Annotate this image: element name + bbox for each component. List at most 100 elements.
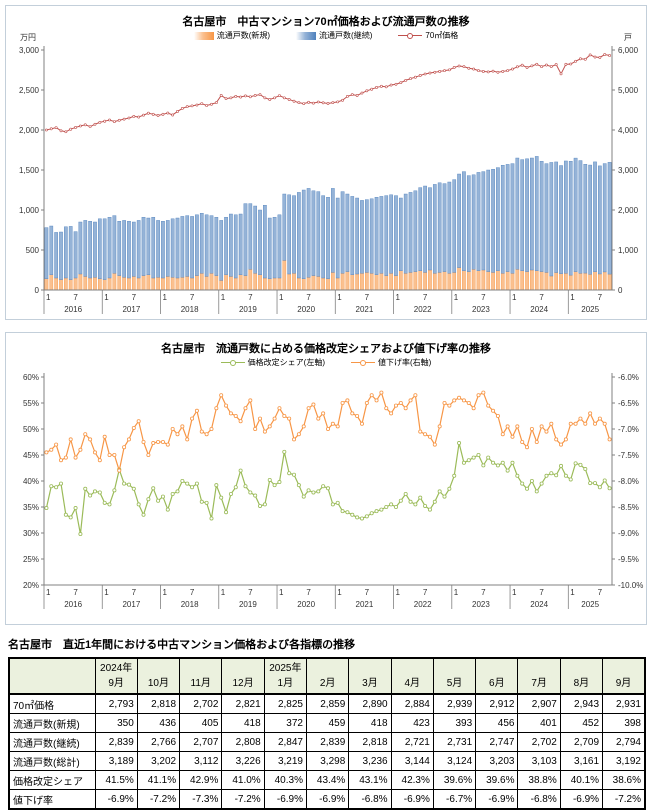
table-cell: 459: [305, 713, 350, 733]
price-line-swatch-icon: [398, 32, 423, 40]
svg-text:55%: 55%: [23, 399, 39, 408]
table-header-cell: 2月: [305, 657, 350, 695]
svg-text:3,000: 3,000: [19, 46, 40, 55]
svg-text:2019: 2019: [239, 600, 257, 609]
row-label: 流通戸数(総計): [8, 751, 96, 771]
svg-text:1: 1: [163, 588, 168, 597]
svg-text:1: 1: [104, 588, 109, 597]
table-corner-cell: [8, 657, 96, 695]
table-row: 70㎡価格 2,793 2,818 2,702 2,821 2,825 2,859 2,890…: [8, 693, 646, 714]
legend-item-discount-rate: 値下げ率(右軸): [351, 357, 431, 368]
svg-text:2020: 2020: [297, 305, 315, 314]
table-cell: -6.9%: [559, 789, 604, 810]
table-cell: 3,189: [94, 751, 138, 771]
summary-table: 2024年 9月 10月 11月 12月 2025年 1月 2月 3月 4月 5月 6月 7月 8月 9月 …: [8, 657, 646, 810]
table-cell: 2,890: [348, 693, 392, 714]
table-cell: 2,794: [602, 732, 646, 752]
reprice-share-markers: [44, 441, 612, 537]
share-discount-chart-panel: 名古屋市 流通戸数に占める価格改定シェアおよび値下げ率の推移 価格改定シェア(左…: [5, 332, 647, 625]
table-cell: 3,124: [432, 751, 477, 771]
table-cell: 41.1%: [136, 770, 181, 790]
table-header-cell: 11月: [179, 657, 223, 695]
table-cell: -6.8%: [348, 789, 392, 810]
table-cell: 3,236: [348, 751, 392, 771]
reprice-share-swatch-icon: [220, 359, 245, 367]
svg-text:-9.0%: -9.0%: [618, 529, 639, 538]
stacked-bars-layer: [44, 156, 612, 291]
svg-text:2017: 2017: [122, 305, 140, 314]
svg-text:7: 7: [190, 293, 195, 302]
svg-text:1: 1: [279, 293, 284, 302]
table-row: 流通戸数(総計) 3,189 3,202 3,112 3,226 3,219 3,298 3,…: [8, 751, 646, 771]
price-volume-chart: 3,000 2,500 2,000 1,500 1,000 500 0 6,000 5,000 4…: [19, 46, 639, 314]
continuing-listings-swatch-icon: [296, 31, 317, 40]
table-cell: 2,931: [602, 693, 646, 714]
legend-label: 価格改定シェア(左軸): [247, 358, 325, 367]
svg-text:2021: 2021: [356, 305, 374, 314]
svg-text:7: 7: [132, 588, 137, 597]
legend-label: 流通戸数(新規): [216, 31, 271, 40]
svg-text:1: 1: [454, 293, 459, 302]
table-cell: 42.9%: [179, 770, 223, 790]
svg-text:7: 7: [481, 588, 486, 597]
table-cell: 2,939: [432, 693, 477, 714]
svg-text:5,000: 5,000: [618, 86, 639, 95]
discount-rate-swatch-icon: [351, 359, 375, 367]
svg-text:7: 7: [481, 293, 486, 302]
svg-text:-8.0%: -8.0%: [618, 477, 639, 486]
svg-text:500: 500: [26, 246, 40, 255]
table-header-cell: 2024年 9月: [94, 657, 138, 695]
legend-label: 70㎡価格: [425, 31, 459, 40]
svg-text:7: 7: [423, 293, 428, 302]
table-cell: 41.5%: [94, 770, 138, 790]
table-row: 流通戸数(新規) 350 436 405 418 372 459 418 423 393 456 40…: [8, 713, 646, 733]
table-cell: 2,731: [432, 732, 477, 752]
table-cell: 2,847: [263, 732, 307, 752]
svg-text:1: 1: [279, 588, 284, 597]
svg-text:1: 1: [512, 588, 517, 597]
right-axis-unit: 戸: [624, 33, 632, 42]
svg-text:7: 7: [306, 588, 311, 597]
table-cell: 405: [179, 713, 223, 733]
share-discount-chart: 60% 55% 50% 45% 40% 35% 30% 25% 20% -6.0% -6.5% -7.…: [23, 373, 643, 609]
table-cell: 2,818: [136, 693, 181, 714]
table-cell: 2,821: [221, 693, 265, 714]
chart1-title: 名古屋市 中古マンション70㎡価格および流通戸数の推移: [182, 16, 470, 28]
table-cell: 2,747: [475, 732, 519, 752]
svg-text:7: 7: [73, 588, 78, 597]
svg-text:2022: 2022: [414, 305, 432, 314]
table-cell: 2,707: [179, 732, 223, 752]
table-cell: 39.6%: [475, 770, 519, 790]
table-cell: 41.0%: [221, 770, 265, 790]
svg-text:2016: 2016: [64, 600, 82, 609]
table-header-cell: 9月: [602, 657, 646, 695]
table-cell: -7.3%: [179, 789, 223, 810]
discount-rate-line: [46, 391, 611, 473]
table-cell: 423: [390, 713, 434, 733]
table-cell: 436: [136, 713, 181, 733]
table-cell: 3,112: [179, 751, 223, 771]
table-cell: 456: [475, 713, 519, 733]
svg-text:-7.0%: -7.0%: [618, 425, 639, 434]
svg-text:2025: 2025: [581, 600, 599, 609]
svg-text:1: 1: [396, 293, 401, 302]
table-cell: 3,203: [475, 751, 519, 771]
svg-text:0: 0: [618, 286, 623, 295]
svg-text:7: 7: [190, 588, 195, 597]
table-cell: -7.2%: [136, 789, 181, 810]
svg-text:7: 7: [539, 588, 544, 597]
table-cell: 38.6%: [602, 770, 646, 790]
table-cell: -6.8%: [517, 789, 561, 810]
table-row: 価格改定シェア 41.5% 41.1% 42.9% 41.0% 40.3% 43.4% 43.…: [8, 770, 646, 790]
svg-text:25%: 25%: [23, 555, 39, 564]
chart1-legend: 流通戸数(新規) 流通戸数(継続) 70㎡価格: [6, 30, 646, 41]
svg-text:-7.5%: -7.5%: [618, 451, 639, 460]
table-cell: 2,709: [559, 732, 604, 752]
svg-text:2018: 2018: [181, 305, 199, 314]
svg-text:-10.0%: -10.0%: [618, 581, 643, 590]
table-cell: -6.9%: [305, 789, 350, 810]
svg-text:1: 1: [104, 293, 109, 302]
svg-text:7: 7: [73, 293, 78, 302]
table-cell: 43.4%: [305, 770, 350, 790]
svg-text:2023: 2023: [472, 305, 490, 314]
